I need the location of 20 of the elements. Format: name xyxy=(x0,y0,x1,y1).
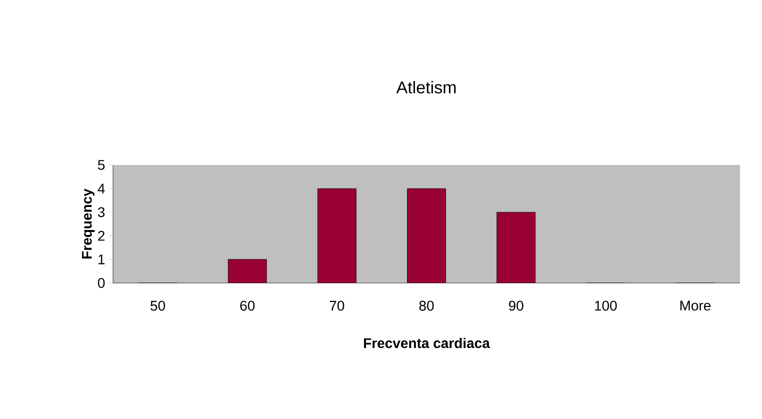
x-tick-label: 70 xyxy=(330,300,344,311)
bar xyxy=(228,259,267,283)
x-tick-label: 80 xyxy=(419,300,434,311)
chart-title: Atletism xyxy=(396,80,456,94)
y-tick-label: 5 xyxy=(98,160,105,170)
y-tick-label: 3 xyxy=(98,207,105,218)
bar xyxy=(407,188,446,283)
x-tick-label: 60 xyxy=(240,300,255,311)
y-tick-label: 1 xyxy=(98,254,105,264)
bar xyxy=(318,188,356,283)
bar xyxy=(496,212,536,283)
x-tick-label: 100 xyxy=(595,300,617,311)
x-tick-label: 90 xyxy=(508,300,524,311)
y-tick-label: 0 xyxy=(98,278,105,288)
y-tick-label: 2 xyxy=(98,230,105,241)
x-tick-label: 50 xyxy=(150,300,166,311)
y-axis-title: Frequency xyxy=(82,188,95,258)
x-tick-label: More xyxy=(680,300,711,311)
y-tick-label: 4 xyxy=(98,184,105,194)
x-axis-title: Frecventa cardiaca xyxy=(364,338,490,348)
